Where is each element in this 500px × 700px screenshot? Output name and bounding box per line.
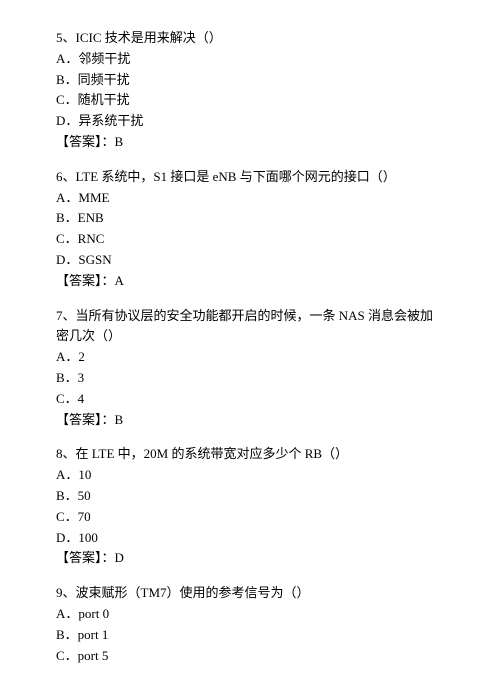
answer-line: 【答案】：A xyxy=(56,271,444,292)
option-c: C．port 5 xyxy=(56,646,444,667)
question-prompt: 9、波束赋形（TM7）使用的参考信号为（） xyxy=(56,583,444,604)
option-c: C．RNC xyxy=(56,229,444,250)
question-block-6: 6、LTE 系统中，S1 接口是 eNB 与下面哪个网元的接口（） A．MME … xyxy=(56,167,444,292)
question-block-8: 8、在 LTE 中，20M 的系统带宽对应多少个 RB（） A．10 B．50 … xyxy=(56,444,444,569)
answer-line: 【答案】：D xyxy=(56,548,444,569)
option-b: B．3 xyxy=(56,368,444,389)
question-prompt: 5、ICIC 技术是用来解决（） xyxy=(56,28,444,49)
answer-line: 【答案】：B xyxy=(56,410,444,431)
option-a: A．port 0 xyxy=(56,604,444,625)
option-a: A．10 xyxy=(56,465,444,486)
question-prompt: 6、LTE 系统中，S1 接口是 eNB 与下面哪个网元的接口（） xyxy=(56,167,444,188)
option-c: C．随机干扰 xyxy=(56,90,444,111)
option-a: A．MME xyxy=(56,188,444,209)
option-d: D．异系统干扰 xyxy=(56,111,444,132)
option-b: B．ENB xyxy=(56,208,444,229)
document-page: 5、ICIC 技术是用来解决（） A．邻频干扰 B．同频干扰 C．随机干扰 D．… xyxy=(0,0,500,700)
question-prompt: 8、在 LTE 中，20M 的系统带宽对应多少个 RB（） xyxy=(56,444,444,465)
option-a: A．2 xyxy=(56,347,444,368)
option-a: A．邻频干扰 xyxy=(56,49,444,70)
option-b: B．50 xyxy=(56,486,444,507)
option-c: C．4 xyxy=(56,389,444,410)
question-block-9: 9、波束赋形（TM7）使用的参考信号为（） A．port 0 B．port 1 … xyxy=(56,583,444,666)
question-block-5: 5、ICIC 技术是用来解决（） A．邻频干扰 B．同频干扰 C．随机干扰 D．… xyxy=(56,28,444,153)
question-block-7: 7、当所有协议层的安全功能都开启的时候，一条 NAS 消息会被加密几次（） A．… xyxy=(56,306,444,431)
question-prompt: 7、当所有协议层的安全功能都开启的时候，一条 NAS 消息会被加密几次（） xyxy=(56,306,444,348)
option-b: B．port 1 xyxy=(56,625,444,646)
option-b: B．同频干扰 xyxy=(56,70,444,91)
option-d: D．SGSN xyxy=(56,250,444,271)
answer-line: 【答案】：B xyxy=(56,132,444,153)
option-d: D．100 xyxy=(56,528,444,549)
option-c: C．70 xyxy=(56,507,444,528)
